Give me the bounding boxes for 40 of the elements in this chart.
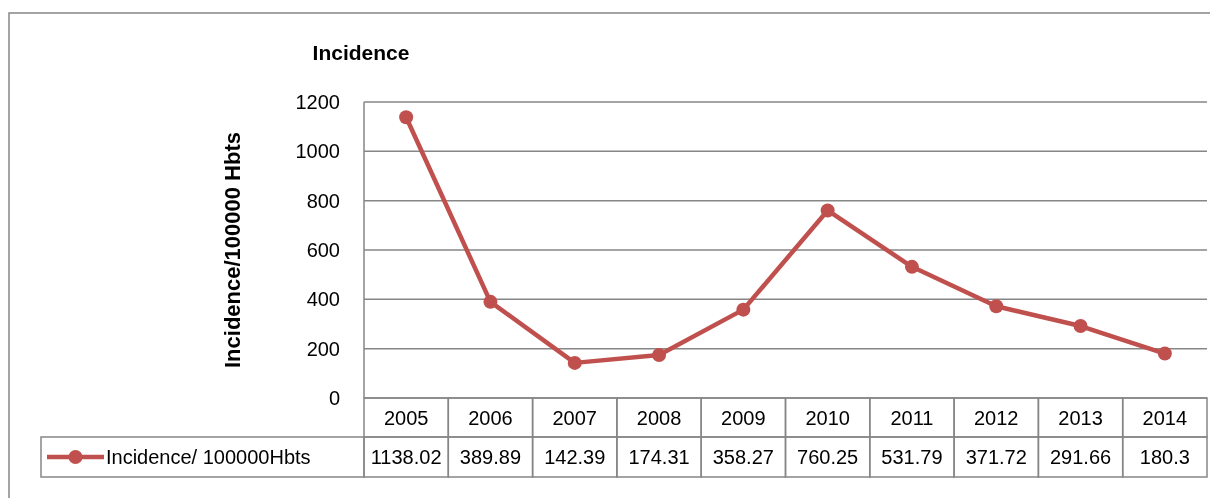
point [904,259,919,274]
point [652,348,667,362]
y-tick-label: 400 [306,288,340,311]
point [567,355,582,370]
data-label: 760.25 [797,446,859,468]
data-label: 1138.02 [370,446,442,468]
legend-label: Incidence/ 100000Hbts [106,446,311,468]
data-label: 180.3 [1139,446,1190,468]
data-label: 358.27 [712,446,774,468]
x-tick-label: 2005 [383,406,429,429]
y-tick-label: 1000 [295,140,340,163]
x-tick-label: 2009 [721,406,766,429]
x-tick-label: 2006 [468,406,513,429]
point [820,203,835,218]
y-tick-label: 800 [306,189,340,212]
x-tick-label: 2013 [1058,406,1103,429]
point [989,299,1004,314]
data-label: 142.39 [544,446,606,468]
x-tick-label: 2014 [1142,406,1188,429]
y-tick-label: 1200 [295,91,340,113]
data-label: 371.72 [965,446,1027,468]
point [399,110,414,125]
point [736,302,751,317]
x-tick-label: 2010 [805,406,850,429]
y-tick-label: 600 [306,239,340,261]
y-axis-title: Incidence/100000 Hbts [219,131,245,369]
x-tick-label: 2008 [636,406,682,429]
data-label: 389.89 [459,446,522,468]
point [483,294,498,309]
data-label: 531.79 [881,446,943,468]
y-tick-label: 0 [328,387,340,409]
point [1073,319,1088,334]
data-label: 174.31 [628,446,690,468]
x-tick-label: 2007 [552,406,597,429]
y-tick-label: 200 [306,337,340,360]
chart-title: Incidence [312,40,410,64]
data-label: 291.66 [1049,446,1112,468]
x-tick-label: 2011 [890,406,934,429]
point [1157,346,1172,361]
x-tick-label: 2012 [974,406,1019,429]
